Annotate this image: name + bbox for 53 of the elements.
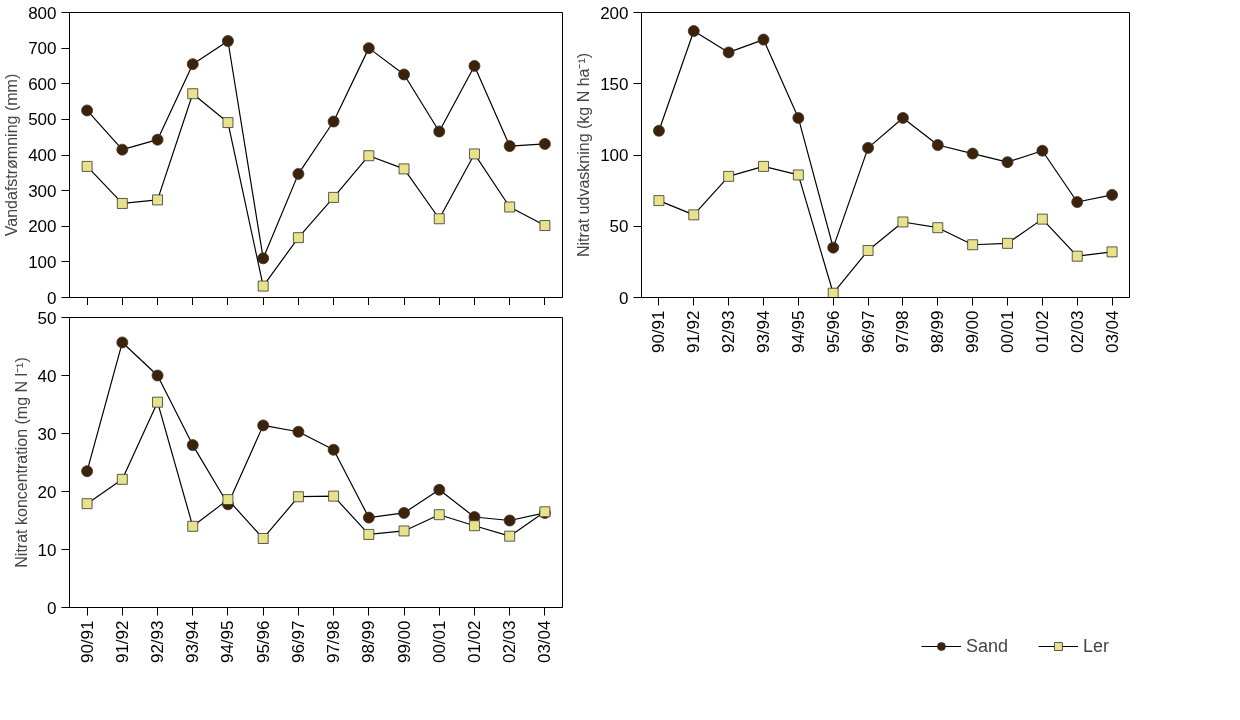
y-tick-label: 700 [28,39,57,59]
x-tick-label: 99/00 [394,620,414,664]
x-tick-label: 90/91 [77,620,97,664]
y-tick-label: 150 [600,74,629,94]
x-tick-label: 95/96 [823,310,843,354]
x-tick-label: 94/95 [788,310,808,354]
x-tick-label: 96/97 [858,310,878,354]
x-tick-label: 98/99 [359,620,379,664]
x-tick-label: 93/94 [754,310,773,354]
x-tick-label: 92/93 [148,620,168,664]
x-tick-label: 00/01 [429,620,449,664]
y-tick-label: 50 [609,217,629,237]
x-tick-label: 01/02 [1032,310,1052,354]
x-tick-label: 02/03 [1067,310,1087,354]
y-tick-label: 200 [28,217,57,237]
y-tick-label: 300 [28,181,57,201]
y-axis-title: Nitrat udvaskning (kg N ha⁻¹) [575,52,593,258]
x-tick-label: 90/91 [649,310,669,354]
legend-label: Ler [1082,635,1109,657]
x-tick-label: 00/01 [998,310,1017,354]
y-tick-label: 600 [28,74,57,94]
x-tick-label: 99/00 [963,310,983,354]
legend-label: Sand [965,635,1008,657]
x-tick-label: 91/92 [684,310,704,354]
x-tick-label: 01/02 [464,620,484,664]
y-tick-label: 500 [28,110,57,130]
y-tick-label: 40 [37,366,57,386]
x-tick-label: 91/92 [112,620,132,664]
y-tick-label: 100 [28,252,57,272]
x-tick-label: 98/99 [928,310,948,354]
x-tick-label: 02/03 [500,620,520,664]
y-axis-title: Vandafstrømning (mm) [3,73,21,237]
y-axis-title: Nitrat koncentration (mg N l⁻¹) [12,357,30,568]
y-tick-label: 0 [619,288,629,308]
y-tick-label: 30 [37,424,57,444]
y-tick-label: 200 [600,3,629,23]
y-tick-label: 20 [37,482,57,502]
x-tick-label: 03/04 [535,620,555,664]
y-tick-label: 0 [47,288,57,308]
x-tick-label: 93/94 [183,620,203,664]
x-tick-label: 92/93 [719,310,739,354]
y-tick-label: 800 [28,3,57,23]
y-tick-label: 50 [37,308,57,328]
y-tick-label: 0 [47,598,57,618]
x-tick-label: 97/98 [324,620,344,664]
y-tick-label: 400 [28,146,57,165]
y-tick-label: 100 [600,146,629,165]
x-tick-label: 97/98 [893,310,913,354]
x-tick-label: 94/95 [218,620,238,664]
y-tick-label: 10 [37,540,57,560]
x-tick-label: 95/96 [253,620,273,664]
x-tick-label: 03/04 [1102,310,1122,354]
x-tick-label: 96/97 [288,620,308,664]
